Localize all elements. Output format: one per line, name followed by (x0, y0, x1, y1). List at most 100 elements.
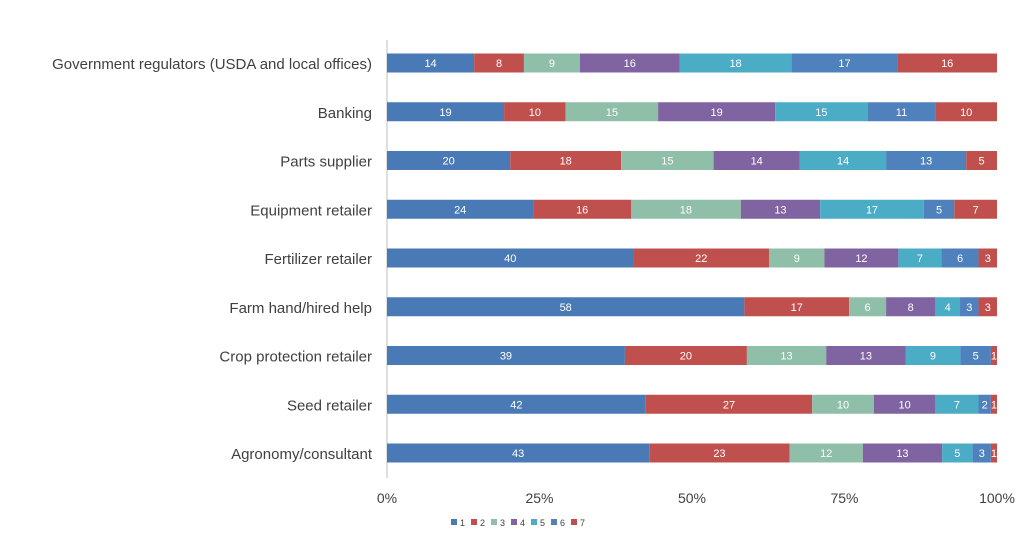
bar-segment-series-4 (873, 394, 936, 414)
bar-segment-series-1 (387, 443, 650, 463)
legend-swatch (491, 519, 497, 525)
data-label: 27 (723, 399, 735, 411)
bar-segment-series-1 (387, 394, 646, 414)
category-label: Banking (318, 105, 372, 122)
bar-segment-series-5 (898, 248, 942, 268)
data-label: 4 (945, 302, 951, 314)
x-tick-label: 25% (525, 490, 553, 506)
bar-row: 43 23 12 13 5 3 1 (387, 443, 997, 463)
bar-segment-series-6 (867, 102, 936, 122)
data-label: 18 (729, 58, 741, 70)
legend-item: 2 (471, 518, 485, 528)
data-label: 2 (982, 399, 988, 411)
data-label: 17 (838, 58, 850, 70)
bar-segment-series-4 (862, 443, 943, 463)
bar-segment-series-3 (812, 394, 874, 414)
data-label: 12 (855, 253, 867, 265)
data-label: 3 (985, 302, 991, 314)
bar-segment-series-7 (978, 248, 997, 268)
data-label: 42 (510, 399, 522, 411)
bar-segment-series-1 (387, 53, 475, 73)
bar-segment-series-2 (645, 394, 813, 414)
data-label: 10 (529, 107, 541, 119)
bar-segment-series-7 (954, 199, 997, 219)
bar-segment-series-3 (849, 297, 887, 317)
bar-row: 40 22 9 12 7 6 3 (387, 248, 997, 268)
data-label: 1 (991, 399, 997, 411)
data-label: 14 (837, 156, 849, 168)
data-label: 14 (751, 156, 763, 168)
bar-segment-series-6 (972, 443, 991, 463)
bar-row: 19 10 15 19 15 11 10 (387, 102, 997, 122)
data-label: 1 (991, 351, 997, 363)
legend-item: 4 (511, 518, 525, 528)
data-label: 16 (941, 58, 953, 70)
bar-segment-series-5 (942, 443, 973, 463)
legend-label: 3 (500, 518, 505, 528)
data-label: 9 (794, 253, 800, 265)
bar-segment-series-6 (978, 394, 991, 414)
bar-segment-series-1 (387, 297, 745, 317)
legend-label: 6 (560, 518, 565, 528)
bar-segment-series-1 (387, 346, 625, 365)
category-label: Parts supplier (280, 154, 372, 171)
data-label: 15 (815, 107, 827, 119)
data-label: 23 (713, 448, 725, 460)
bar-segment-series-6 (886, 151, 967, 170)
legend-swatch (571, 519, 577, 525)
category-label: Fertilizer retailer (264, 251, 372, 268)
bar-segment-series-3 (565, 102, 659, 122)
bar-segment-series-1 (387, 102, 505, 122)
data-label: 20 (680, 351, 692, 363)
bar-segment-series-3 (769, 248, 825, 268)
legend-item: 1 (451, 518, 465, 528)
legend-label: 7 (580, 518, 585, 528)
bar-segment-series-7 (990, 394, 997, 414)
data-label: 11 (896, 107, 907, 119)
bar-segment-series-2 (474, 53, 524, 73)
data-label: 1 (991, 448, 997, 460)
data-label: 39 (500, 351, 512, 363)
category-label: Agronomy/consultant (231, 446, 373, 463)
data-label: 17 (791, 302, 803, 314)
bar-segment-series-7 (935, 102, 997, 122)
data-label: 3 (966, 302, 972, 314)
data-label: 5 (979, 156, 985, 168)
bar-segment-series-7 (990, 346, 997, 365)
legend-swatch (471, 519, 477, 525)
data-label: 18 (680, 204, 692, 216)
data-label: 12 (820, 448, 832, 460)
bar-row: 39 20 13 13 9 5 1 (387, 346, 997, 365)
bar-row: 58 17 6 8 4 3 3 (387, 297, 997, 317)
data-label: 9 (549, 58, 555, 70)
x-tick-label: 75% (830, 490, 858, 506)
bar-segment-series-3 (631, 199, 741, 219)
legend-label: 1 (460, 518, 465, 528)
bar-segment-series-4 (740, 199, 821, 219)
x-axis-ticks: 0% 25% 50% 75% 100% (377, 490, 1015, 506)
data-label: 7 (917, 253, 923, 265)
bar-segment-series-2 (533, 199, 631, 219)
data-label: 13 (920, 156, 932, 168)
legend-label: 2 (480, 518, 485, 528)
bar-row: 20 18 15 14 14 13 5 (387, 151, 997, 170)
data-label: 17 (866, 204, 878, 216)
bar-segment-series-4 (713, 151, 800, 170)
x-tick-label: 100% (979, 490, 1015, 506)
bar-segment-series-3 (789, 443, 863, 463)
data-label: 7 (973, 204, 979, 216)
bar-segment-series-4 (886, 297, 936, 317)
bar-segment-series-2 (510, 151, 622, 170)
bar-row: 42 27 10 10 7 2 1 (387, 394, 997, 414)
data-label: 15 (661, 156, 673, 168)
x-tick-label: 50% (678, 490, 706, 506)
data-label: 19 (711, 107, 723, 119)
legend-item: 5 (531, 518, 545, 528)
category-label: Equipment retailer (250, 202, 372, 219)
bar-segment-series-7 (897, 53, 997, 73)
data-label: 16 (576, 204, 588, 216)
bar-segment-series-2 (633, 248, 770, 268)
bar-segment-series-2 (744, 297, 850, 317)
